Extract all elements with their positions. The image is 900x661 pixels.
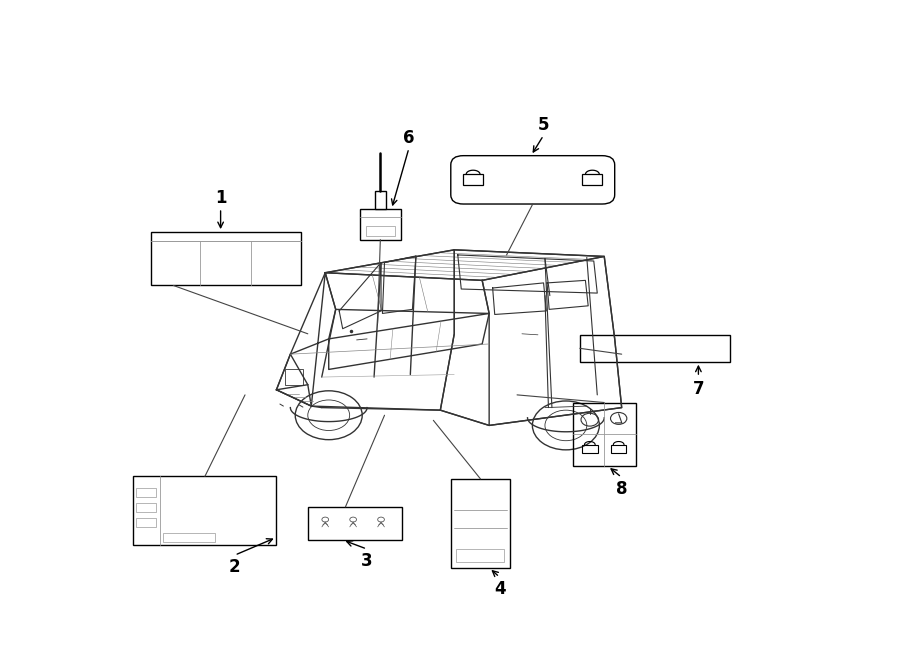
Bar bbox=[360, 209, 400, 240]
Text: 3: 3 bbox=[361, 552, 373, 570]
Text: 5: 5 bbox=[538, 116, 549, 134]
Bar bbox=[136, 518, 156, 527]
Bar bbox=[136, 503, 156, 512]
Text: 6: 6 bbox=[403, 129, 415, 147]
Bar bbox=[580, 335, 730, 362]
Bar bbox=[374, 191, 386, 209]
Bar bbox=[456, 549, 505, 562]
Text: 2: 2 bbox=[229, 558, 240, 576]
Text: 7: 7 bbox=[693, 379, 704, 398]
Bar bbox=[451, 479, 510, 568]
Text: 8: 8 bbox=[616, 480, 627, 498]
Bar bbox=[285, 369, 303, 385]
Bar bbox=[365, 227, 395, 235]
Bar bbox=[163, 533, 215, 543]
Bar bbox=[582, 445, 598, 453]
Bar bbox=[582, 175, 602, 186]
Bar bbox=[611, 445, 626, 453]
Text: 4: 4 bbox=[494, 580, 506, 598]
Bar bbox=[573, 403, 635, 466]
Text: 1: 1 bbox=[215, 188, 227, 207]
Bar bbox=[151, 232, 301, 286]
Bar bbox=[133, 477, 276, 545]
Bar bbox=[308, 507, 402, 540]
Bar bbox=[136, 488, 156, 496]
Bar bbox=[464, 175, 483, 186]
